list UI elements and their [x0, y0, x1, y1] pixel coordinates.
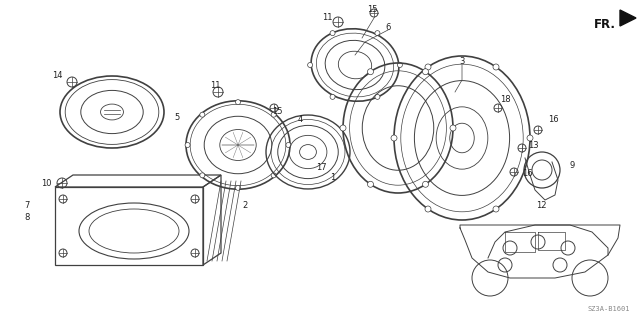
- Circle shape: [397, 63, 403, 68]
- Circle shape: [391, 135, 397, 141]
- Circle shape: [271, 173, 276, 178]
- Text: SZ3A-B1601: SZ3A-B1601: [588, 306, 630, 312]
- Circle shape: [425, 206, 431, 212]
- Circle shape: [422, 69, 429, 75]
- Circle shape: [330, 31, 335, 36]
- Text: 2: 2: [243, 201, 248, 210]
- Text: 12: 12: [536, 201, 547, 210]
- Circle shape: [422, 181, 429, 187]
- Circle shape: [367, 69, 374, 75]
- Text: 16: 16: [522, 168, 532, 177]
- Circle shape: [340, 125, 346, 131]
- Text: 5: 5: [174, 114, 179, 122]
- Text: 10: 10: [42, 179, 52, 188]
- Circle shape: [236, 185, 241, 190]
- Circle shape: [375, 31, 380, 36]
- Text: 15: 15: [272, 108, 282, 116]
- Text: 7: 7: [24, 201, 30, 210]
- Circle shape: [236, 100, 241, 105]
- Text: 13: 13: [528, 140, 539, 150]
- Circle shape: [200, 112, 205, 117]
- Circle shape: [527, 135, 533, 141]
- Circle shape: [271, 112, 276, 117]
- Circle shape: [200, 173, 205, 178]
- Text: 18: 18: [500, 95, 511, 105]
- Text: 6: 6: [385, 24, 390, 33]
- Text: 4: 4: [298, 115, 303, 124]
- Text: FR.: FR.: [594, 18, 616, 31]
- Circle shape: [375, 94, 380, 100]
- Text: 1: 1: [330, 174, 335, 182]
- Text: 11: 11: [210, 81, 220, 91]
- Text: 11: 11: [322, 13, 332, 23]
- Text: 3: 3: [460, 57, 465, 66]
- Circle shape: [185, 143, 190, 147]
- Text: 15: 15: [367, 5, 377, 14]
- Text: 17: 17: [316, 164, 327, 173]
- Circle shape: [367, 181, 374, 187]
- Circle shape: [493, 206, 499, 212]
- Text: 9: 9: [570, 160, 575, 169]
- Circle shape: [425, 64, 431, 70]
- Circle shape: [330, 94, 335, 100]
- Text: 14: 14: [52, 70, 63, 79]
- Circle shape: [308, 63, 312, 68]
- Circle shape: [450, 125, 456, 131]
- Polygon shape: [620, 10, 636, 26]
- Circle shape: [493, 64, 499, 70]
- Circle shape: [286, 143, 291, 147]
- Text: 8: 8: [24, 213, 30, 222]
- Text: 16: 16: [548, 115, 559, 124]
